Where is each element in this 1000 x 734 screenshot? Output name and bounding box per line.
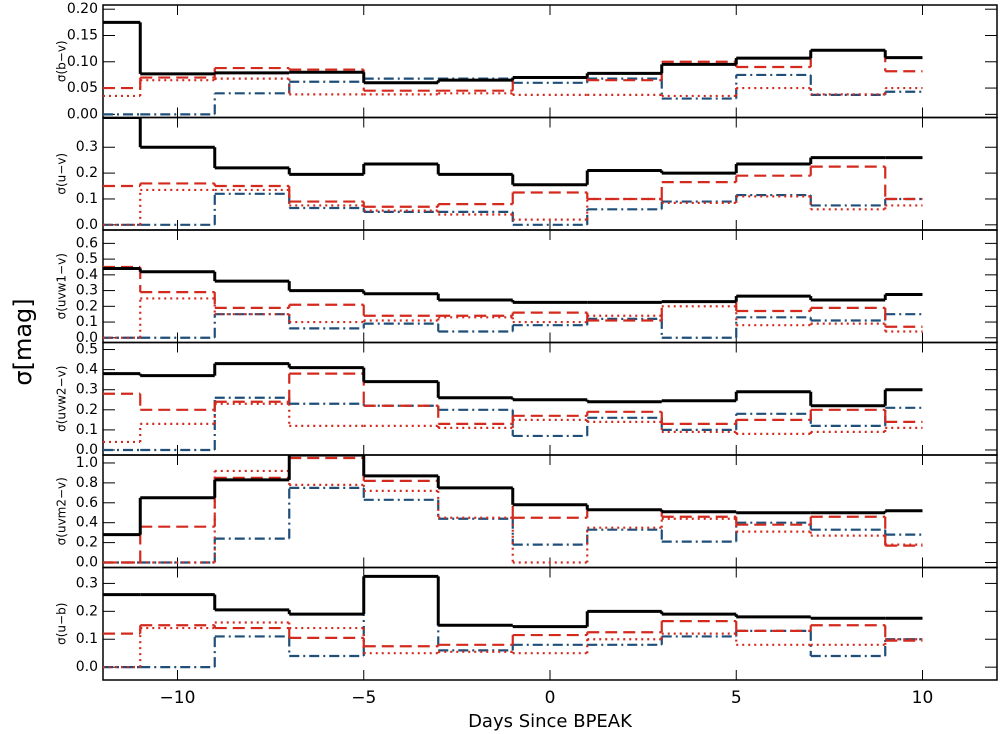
y-tick-label: 0.0 [76,217,98,233]
y-tick-label: 0.4 [76,362,98,378]
x-tick-label: 10 [912,688,934,708]
y-tick-label: 0.3 [76,283,98,299]
y-tick-label: 0.0 [76,555,98,571]
y-tick-label: 0.10 [67,54,98,70]
y-tick-label: 0.05 [67,80,98,96]
y-tick-label: 0.1 [76,191,98,207]
y-tick-label: 0.5 [76,251,98,267]
panel-y-label: σ(uvw1−v) [55,253,69,319]
y-tick-label: 0.0 [76,659,98,675]
x-tick-label: 5 [731,688,742,708]
y-tick-label: 0.2 [76,535,98,551]
y-tick-label: 0.0 [76,330,98,346]
panel-y-label: σ(u−v) [55,153,69,195]
y-tick-label: 1.0 [76,455,98,471]
y-tick-label: 0.3 [76,139,98,155]
y-tick-label: 0.00 [67,106,98,122]
y-tick-label: 0.6 [76,495,98,511]
y-tick-label: 0.4 [76,267,98,283]
y-tick-label: 0.3 [76,575,98,591]
y-tick-label: 0.8 [76,475,98,491]
panel-y-label: σ(uvm2−v) [55,477,69,545]
y-tick-label: 0.20 [67,1,98,17]
y-tick-label: 0.2 [76,603,98,619]
y-tick-label: 0.5 [76,342,98,358]
panel-y-label: σ(u−b) [55,603,69,645]
y-tick-label: 0.1 [76,314,98,330]
x-tick-label: 0 [545,688,556,708]
y-tick-label: 0.3 [76,382,98,398]
panel-frame [102,116,998,231]
panel-frame [102,229,998,344]
y-tick-label: 0.15 [67,27,98,43]
y-tick-label: 0.2 [76,402,98,418]
panel-y-label: σ(b−v) [55,40,69,82]
panel-frame [102,566,998,681]
y-tick-label: 0.0 [76,442,98,458]
panel-y-label: σ(uvw2−v) [55,366,69,432]
y-tick-label: 0.6 [76,235,98,251]
y-tick-label: 0.2 [76,165,98,181]
y-tick-label: 0.1 [76,422,98,438]
x-tick-label: −10 [160,688,196,708]
x-tick-label: −5 [351,688,376,708]
y-tick-label: 0.2 [76,298,98,314]
panel-frame [102,4,998,119]
y-tick-label: 0.4 [76,515,98,531]
x-axis-label: Days Since BPEAK [468,711,633,732]
y-tick-label: 0.1 [76,631,98,647]
y-axis-label: σ[mag] [9,298,37,385]
